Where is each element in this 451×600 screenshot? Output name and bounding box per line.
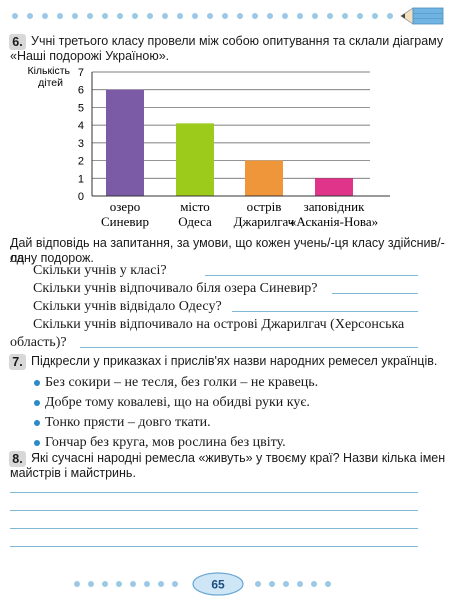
task-8-text-line1: Які сучасні народні ремесла «живуть» у т… bbox=[31, 451, 446, 465]
border-dot bbox=[312, 13, 318, 19]
task-8-answer-line-4[interactable] bbox=[10, 546, 418, 547]
x-category-label: заповідник bbox=[304, 199, 365, 214]
y-tick-label: 1 bbox=[78, 173, 84, 185]
border-dot bbox=[342, 13, 348, 19]
task-8-answer-line-1[interactable] bbox=[10, 492, 418, 493]
task-6-text-line2: «Наші подорожі Україною». bbox=[10, 49, 170, 63]
page-number-badge: 65 bbox=[192, 572, 244, 596]
task-8-answer-line-2[interactable] bbox=[10, 510, 418, 511]
task-7-text: Підкресли у приказках і прислів'ях назви… bbox=[31, 354, 438, 368]
y-tick-label: 7 bbox=[78, 67, 84, 79]
x-category-label: «Асканія-Нова» bbox=[290, 214, 378, 229]
task-8-number: 8. bbox=[9, 451, 26, 467]
border-dot bbox=[267, 13, 273, 19]
border-dot bbox=[255, 581, 261, 587]
answer-line-3[interactable] bbox=[232, 311, 418, 312]
border-dot bbox=[42, 13, 48, 19]
answer-line-1[interactable] bbox=[205, 275, 418, 276]
border-dot bbox=[252, 13, 258, 19]
border-dot bbox=[237, 13, 243, 19]
border-dot bbox=[132, 13, 138, 19]
proverb-1[interactable]: Без сокири – не тесля, без голки – не кр… bbox=[45, 375, 319, 390]
border-dot bbox=[269, 581, 275, 587]
border-dot bbox=[72, 13, 78, 19]
border-dot bbox=[297, 13, 303, 19]
bullet-2 bbox=[34, 400, 40, 406]
border-dot bbox=[297, 581, 303, 587]
task-6-text-line1: Учні третього класу провели між собою оп… bbox=[31, 34, 444, 48]
border-dot bbox=[27, 13, 33, 19]
border-dot bbox=[327, 13, 333, 19]
y-tick-label: 4 bbox=[78, 120, 84, 132]
task-6-number: 6. bbox=[9, 34, 26, 50]
bar bbox=[315, 178, 353, 196]
y-axis-label-line1: Кількість bbox=[27, 65, 70, 77]
bullet-1 bbox=[34, 380, 40, 386]
bottom-dot-border bbox=[0, 572, 451, 596]
task-6-instruction-line1: Дай відповідь на запитання, за умови, що… bbox=[10, 236, 445, 265]
question-3: Скільки учнів відвідало Одесу? bbox=[33, 299, 222, 314]
border-dot bbox=[311, 581, 317, 587]
border-dot bbox=[282, 13, 288, 19]
border-dot bbox=[102, 13, 108, 19]
border-dot bbox=[88, 581, 94, 587]
border-dot bbox=[325, 581, 331, 587]
y-tick-label: 6 bbox=[78, 85, 84, 97]
proverb-3[interactable]: Тонко прясти – довго ткати. bbox=[45, 415, 211, 430]
border-dot bbox=[357, 13, 363, 19]
y-tick-label: 3 bbox=[78, 138, 84, 150]
question-2: Скільки учнів відпочивало біля озера Син… bbox=[33, 281, 318, 296]
y-tick-label: 5 bbox=[78, 102, 84, 114]
border-dot bbox=[192, 13, 198, 19]
pencil-icon bbox=[400, 7, 444, 25]
question-1: Скільки учнів у класі? bbox=[33, 263, 167, 278]
border-dot bbox=[147, 13, 153, 19]
proverb-2[interactable]: Добре тому ковалеві, що на обидві руки к… bbox=[45, 395, 310, 410]
question-4: Скільки учнів відпочивало на острові Джа… bbox=[33, 317, 405, 332]
border-dot bbox=[177, 13, 183, 19]
task-8-text-line2: майстрів і майстринь. bbox=[10, 466, 136, 480]
x-category-label: Синевир bbox=[101, 214, 149, 229]
border-dot bbox=[130, 581, 136, 587]
border-dot bbox=[158, 581, 164, 587]
y-tick-label: 0 bbox=[78, 191, 84, 203]
border-dot bbox=[117, 13, 123, 19]
x-category-label: місто bbox=[180, 199, 210, 214]
border-dot bbox=[57, 13, 63, 19]
y-tick-label: 2 bbox=[78, 156, 84, 168]
border-dot bbox=[162, 13, 168, 19]
border-dot bbox=[207, 13, 213, 19]
border-dot bbox=[102, 581, 108, 587]
task-7-number: 7. bbox=[9, 354, 26, 370]
border-dot bbox=[116, 581, 122, 587]
border-dot bbox=[283, 581, 289, 587]
bar bbox=[106, 89, 144, 196]
x-category-label: озеро bbox=[110, 199, 140, 214]
bullet-3 bbox=[34, 420, 40, 426]
answer-line-2[interactable] bbox=[332, 293, 418, 294]
border-dot bbox=[172, 581, 178, 587]
answer-line-4[interactable] bbox=[80, 347, 418, 348]
bullet-4 bbox=[34, 440, 40, 446]
border-dot bbox=[372, 13, 378, 19]
border-dot bbox=[74, 581, 80, 587]
x-category-label: Джарилгач bbox=[234, 214, 295, 229]
y-axis-label-line2: дітей bbox=[38, 77, 63, 89]
border-dot bbox=[387, 13, 393, 19]
border-dot bbox=[222, 13, 228, 19]
task-6-instruction-line2: одну подорож. bbox=[10, 251, 94, 265]
x-category-label: Одеса bbox=[178, 214, 212, 229]
question-4-continued: область)? bbox=[10, 335, 67, 350]
task-8-answer-line-3[interactable] bbox=[10, 528, 418, 529]
border-dot bbox=[87, 13, 93, 19]
bar bbox=[245, 160, 283, 196]
border-dot bbox=[12, 13, 18, 19]
page-number: 65 bbox=[211, 578, 225, 592]
proverb-4[interactable]: Гончар без круга, мов рослина без цвіту. bbox=[45, 435, 286, 450]
x-category-label: острів bbox=[247, 199, 282, 214]
bar bbox=[176, 123, 214, 196]
top-dot-border bbox=[0, 0, 451, 30]
border-dot bbox=[144, 581, 150, 587]
